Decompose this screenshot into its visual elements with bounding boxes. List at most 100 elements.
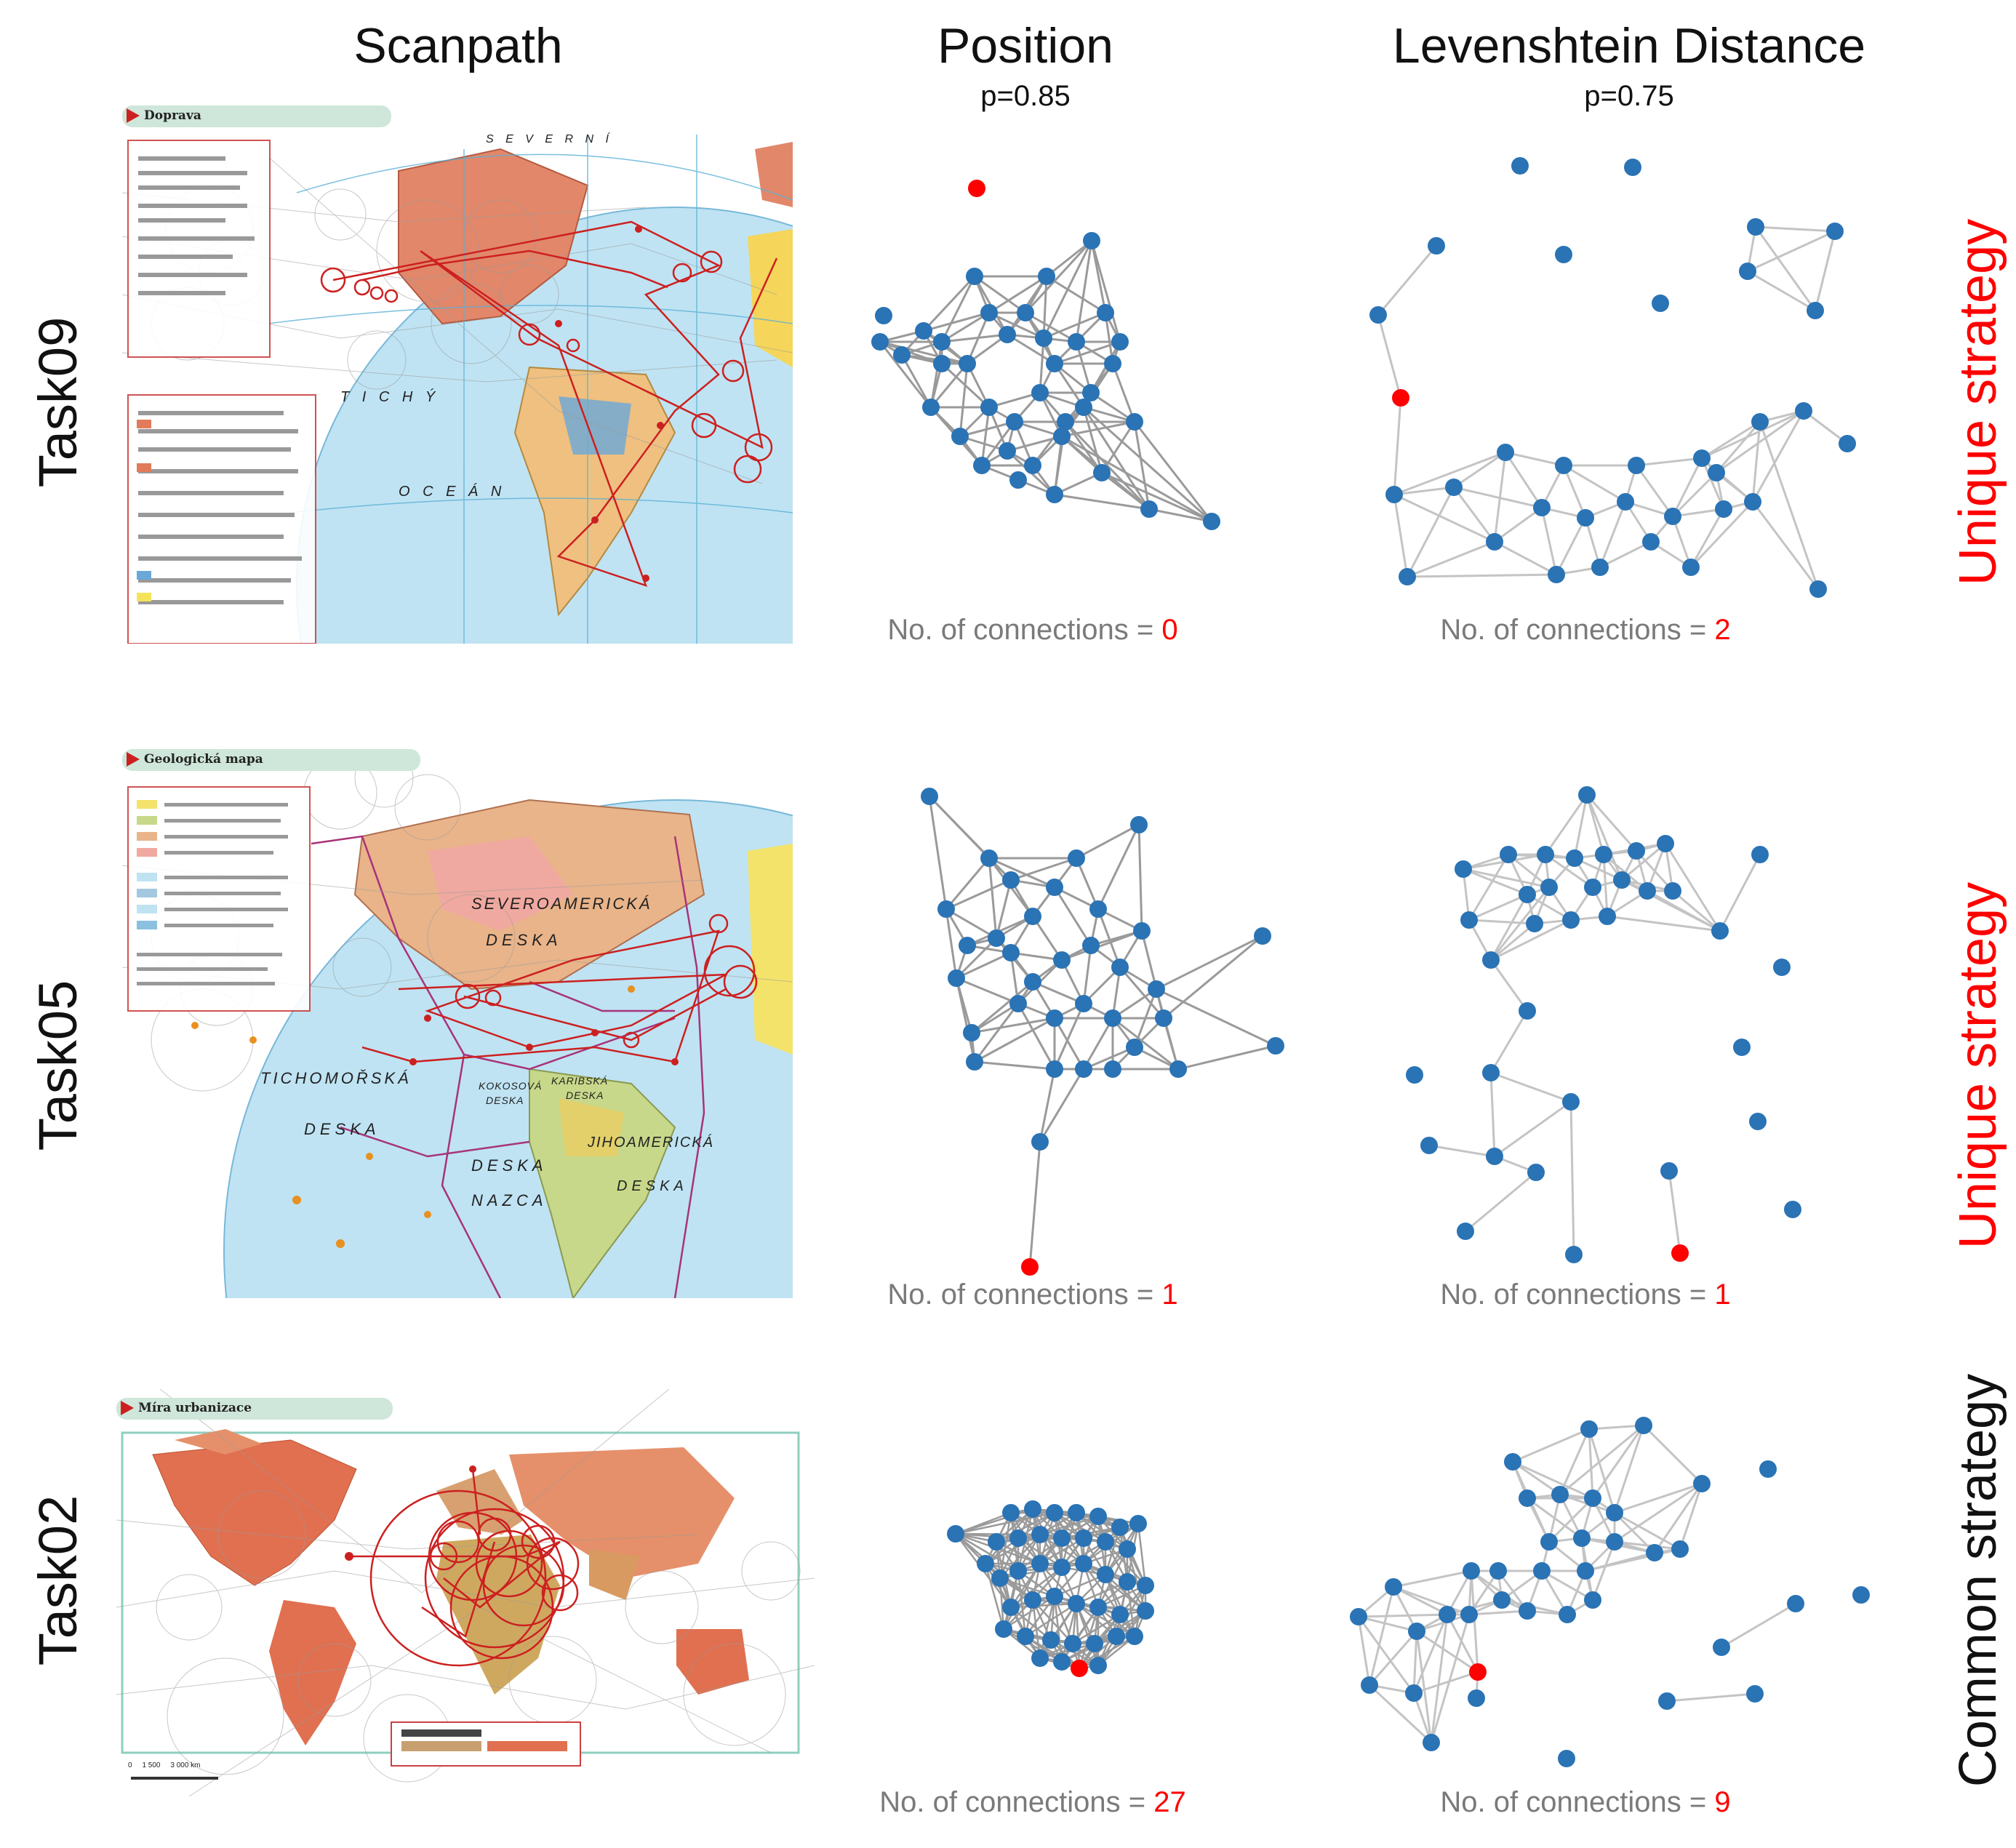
graph-node — [933, 355, 951, 372]
graph-node — [948, 969, 965, 987]
graph-node — [1565, 1246, 1583, 1263]
graph-node — [1652, 295, 1669, 312]
graph-node — [1042, 1631, 1060, 1649]
graph-node — [1540, 879, 1558, 896]
graph-node — [947, 1525, 964, 1543]
graph-edge — [1393, 493, 1495, 543]
graph-edge — [959, 363, 969, 437]
graph-edge — [1046, 275, 1106, 314]
graph-node — [1664, 882, 1681, 900]
graph-node — [1068, 849, 1085, 867]
graph-node — [1482, 951, 1500, 969]
graph-edge — [1468, 1570, 1500, 1615]
red-triangle-icon — [121, 1401, 134, 1415]
graph-edge — [1512, 1460, 1561, 1496]
graph-edge — [1489, 959, 1529, 1012]
graph-node — [1584, 1591, 1601, 1609]
graph-edge — [1393, 1569, 1472, 1588]
graph-node — [1639, 882, 1656, 900]
graph-node — [1155, 1009, 1172, 1027]
graph-edge — [956, 977, 1019, 1005]
graph-edge — [1097, 908, 1121, 968]
graph-node — [1646, 1544, 1663, 1561]
graph-edge — [1039, 1642, 1095, 1660]
graph-node — [1031, 1649, 1049, 1667]
graph-edge — [945, 857, 991, 910]
graph-node — [1267, 1037, 1284, 1055]
graph-node — [1642, 533, 1660, 551]
map-label: SEVEROAMERICKÁ — [471, 895, 652, 913]
connections-count: 2 — [1714, 614, 1731, 646]
graph-node — [995, 1620, 1012, 1638]
graph-edge — [1082, 407, 1103, 473]
graph-edge — [1024, 239, 1093, 314]
graph-edge — [1072, 1613, 1121, 1645]
graph-edge — [1489, 894, 1529, 961]
scanpath-map-task05: Geologická mapa SEVEROAMERICKÁ DESKA TIC… — [122, 749, 793, 1298]
graph-edge — [1468, 893, 1528, 921]
graph-node — [1405, 1684, 1423, 1702]
graph-edge — [1512, 1428, 1590, 1463]
graph-node — [1445, 479, 1463, 496]
graph-node — [1519, 1489, 1536, 1507]
graph-node — [1002, 1504, 1020, 1521]
graph-node — [1046, 355, 1063, 372]
graph-node — [1009, 995, 1027, 1012]
graph-node — [1068, 333, 1085, 351]
graph-node — [1064, 1635, 1081, 1652]
graph-node — [1660, 1162, 1678, 1180]
graph-edge — [1599, 501, 1627, 568]
graph-edge — [1177, 1044, 1276, 1071]
graph-edge — [1666, 1692, 1756, 1703]
graph-edge — [900, 354, 932, 408]
graph-node — [1504, 1453, 1521, 1471]
graph-node — [973, 457, 991, 474]
graph-edge — [1716, 409, 1804, 474]
graph-edge — [1671, 457, 1703, 517]
graph-node — [1046, 1060, 1063, 1078]
graph-node — [1420, 1137, 1438, 1154]
graph-edge — [1700, 457, 1725, 510]
graph-edge — [1468, 854, 1510, 921]
graph-edge — [1544, 794, 1588, 855]
graph-node — [1606, 1504, 1623, 1521]
graph-edge — [940, 276, 976, 343]
graph-edge — [929, 363, 969, 408]
graph-node — [1082, 937, 1100, 954]
graph-edge — [1053, 1003, 1085, 1070]
graph-node — [933, 333, 951, 351]
map-label: DESKA — [566, 1089, 604, 1101]
graph-node — [1169, 1060, 1187, 1078]
graph-node — [1826, 223, 1844, 240]
graph-edge — [984, 1563, 1005, 1630]
graph-edge — [1747, 270, 1816, 312]
graph-node — [1751, 846, 1769, 863]
graph-node — [1046, 486, 1063, 503]
graph-node — [1097, 1533, 1114, 1551]
connections-count: 1 — [1161, 1279, 1178, 1311]
graph-edge — [988, 275, 1047, 314]
graph-edge — [1156, 935, 1263, 991]
levenshtein-connections-task02: No. of connections = 9 — [1389, 1786, 1782, 1819]
graph-edge — [1053, 1596, 1063, 1663]
graph-edge — [955, 977, 976, 1063]
graph-node — [1111, 333, 1129, 351]
graph-node — [1126, 1628, 1143, 1645]
graph-node — [1577, 1562, 1594, 1580]
graph-edge — [1671, 516, 1692, 568]
graph-edge — [1585, 794, 1605, 855]
graph-edge — [988, 311, 1044, 340]
graph-node — [1635, 1417, 1652, 1434]
graph-node — [1119, 1573, 1136, 1591]
graph-edge — [1614, 1482, 1703, 1543]
graph-node — [1024, 973, 1041, 991]
scanpath-map-graphic — [122, 749, 793, 1298]
graph-edge — [1097, 824, 1140, 910]
graph-edge — [1701, 457, 1753, 503]
graph-edge — [1083, 1046, 1135, 1071]
graph-node — [1083, 232, 1100, 249]
graph-edge — [1545, 853, 1593, 889]
graph-node — [1104, 1060, 1121, 1078]
connections-prefix: No. of connections = — [887, 1279, 1162, 1311]
graph-node — [1075, 1555, 1092, 1572]
